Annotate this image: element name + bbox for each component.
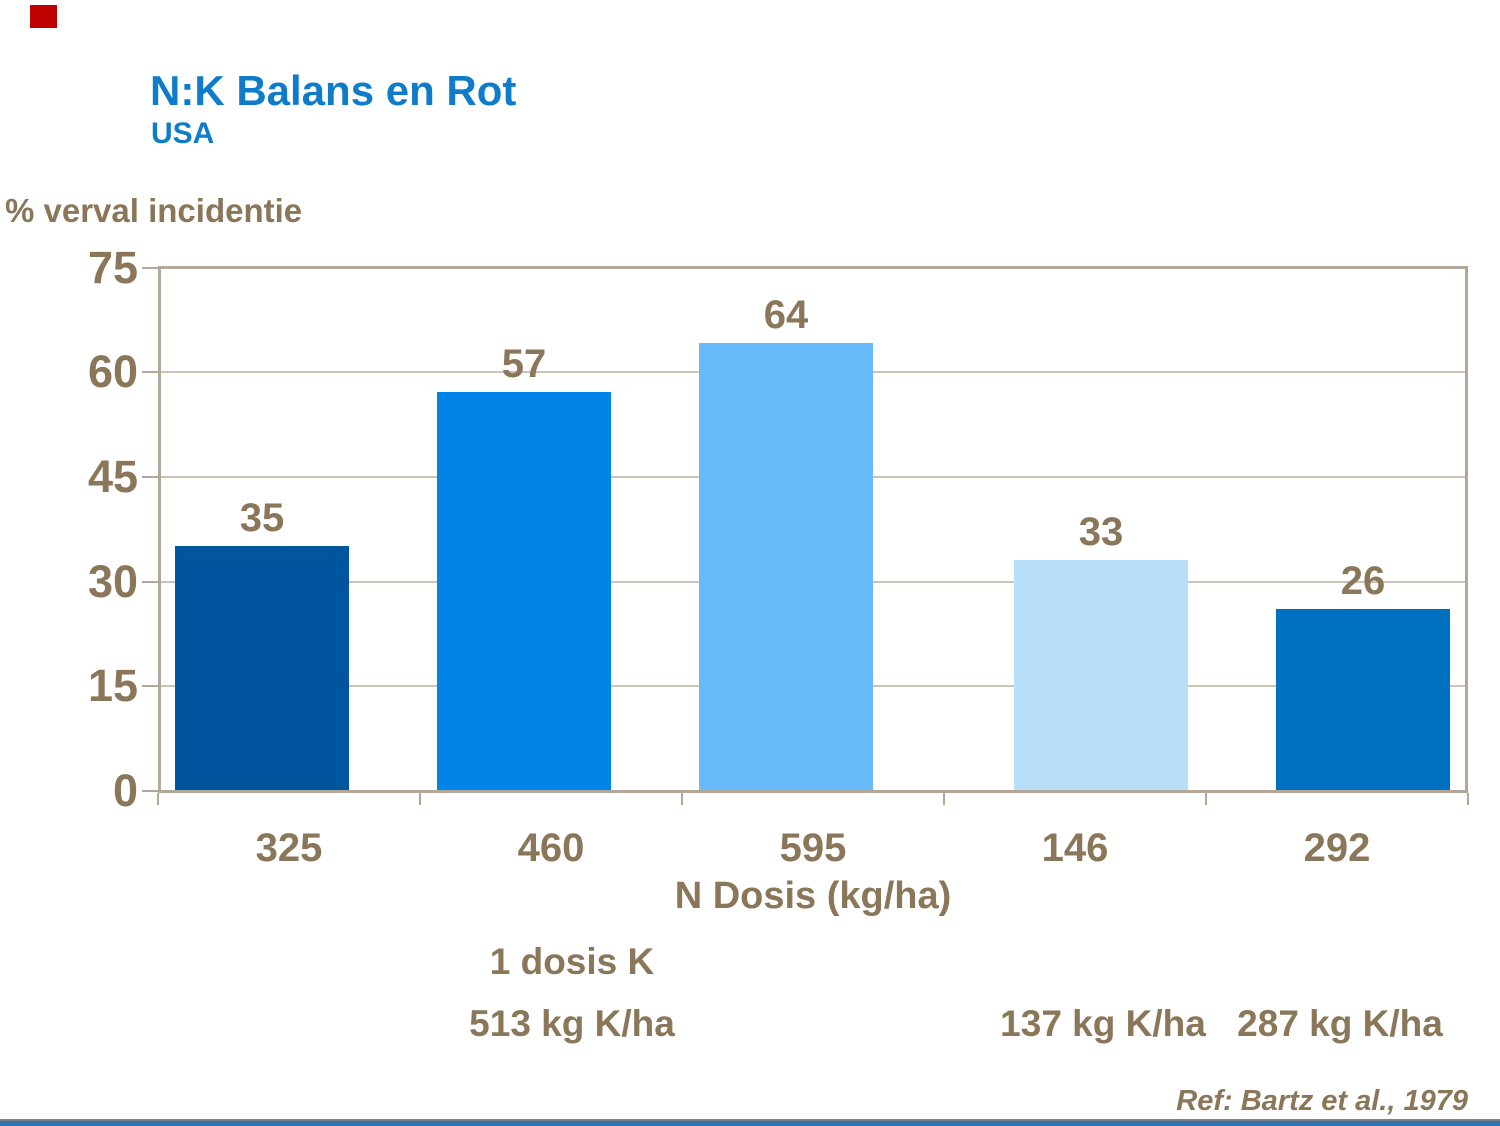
y-axis-tick	[142, 580, 158, 583]
x-tick-label: 146	[1041, 826, 1109, 870]
x-axis-tick	[419, 793, 421, 805]
slide-title: N:K Balans en Rot	[150, 67, 517, 114]
k-value-label: 287 kg K/ha	[1237, 1003, 1443, 1044]
x-axis-title: N Dosis (kg/ha)	[674, 875, 952, 917]
bar	[1014, 559, 1188, 790]
y-axis-tick	[142, 371, 158, 374]
bar-value-label: 35	[239, 495, 285, 540]
x-tick-label: 292	[1303, 826, 1371, 870]
y-axis-tick	[142, 266, 158, 269]
y-tick-label: 45	[87, 450, 138, 502]
bottom-rule	[0, 1119, 1500, 1121]
bar	[1276, 608, 1450, 790]
bar-value-label: 64	[763, 293, 809, 338]
y-tick-label: 30	[87, 555, 138, 607]
k-dose-label: 1 dosis K	[489, 941, 655, 982]
k-value-label: 137 kg K/ha	[1000, 1003, 1206, 1044]
k-value-label: 513 kg K/ha	[469, 1003, 675, 1044]
y-axis-tick	[142, 475, 158, 478]
slide-subtitle: USA	[151, 117, 215, 150]
bottom-strip	[0, 1121, 1500, 1126]
x-axis-tick	[157, 793, 159, 805]
y-axis-title: % verval incidentie	[5, 192, 303, 229]
reference-text: Ref: Bartz et al., 1979	[1176, 1085, 1468, 1117]
bar	[699, 343, 873, 790]
x-tick-label: 595	[779, 826, 847, 870]
x-axis-tick	[681, 793, 683, 805]
y-tick-label: 0	[112, 765, 138, 816]
red-accent-box	[30, 5, 57, 28]
y-tick-label: 75	[87, 241, 138, 293]
bar-value-label: 57	[501, 342, 547, 387]
x-tick-label: 325	[255, 826, 323, 870]
bar	[437, 392, 611, 790]
x-axis-tick	[1205, 793, 1207, 805]
x-axis-tick	[1467, 793, 1469, 805]
bar-value-label: 33	[1078, 509, 1124, 554]
y-tick-label: 60	[87, 346, 138, 398]
bar-value-label: 26	[1340, 558, 1386, 603]
x-axis-tick	[943, 793, 945, 805]
y-axis-tick	[142, 790, 158, 792]
x-tick-label: 460	[517, 826, 585, 870]
y-axis-tick	[142, 685, 158, 688]
y-tick-label: 15	[87, 660, 138, 712]
bar	[175, 545, 349, 790]
